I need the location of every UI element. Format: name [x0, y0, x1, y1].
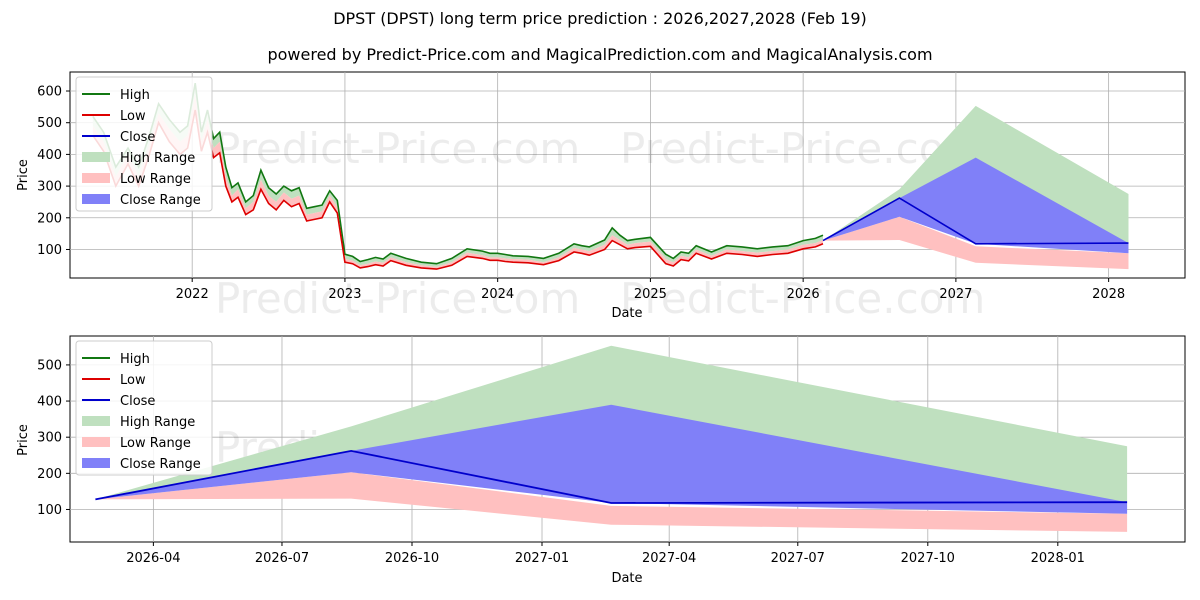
bottom-x-axis-label: Date	[611, 571, 642, 586]
top-panel: Predict-Price.com Predict-Price.com Pred…	[16, 71, 1186, 323]
forecast-close-line	[822, 197, 1129, 245]
forecast-low-range-area	[823, 216, 1129, 270]
legend-high-range-swatch	[82, 416, 110, 426]
top-legend: High Low Close High Range Low Range Close Ran…	[75, 76, 213, 212]
bottom-legend: High Low Close High Range Low Range Close Ran…	[75, 340, 213, 476]
x-tick-label: 2028	[1092, 287, 1125, 302]
x-tick-label: 2025	[634, 287, 667, 302]
watermark-text: Predict-Price.com	[620, 274, 985, 323]
x-tick-label: 2027-07	[771, 551, 825, 566]
x-tick-label: 2028-01	[1031, 551, 1085, 566]
legend-low-range-swatch	[82, 173, 110, 183]
watermark-text: Predict-Price.com	[215, 274, 580, 323]
x-tick-label: 2026-10	[385, 551, 439, 566]
legend-high-label: High	[120, 352, 150, 367]
top-x-ticks: 2022 2023 2024 2025 2026 2027 2028	[176, 278, 1125, 302]
top-plot-area	[92, 82, 1129, 270]
forecast-low-range-area	[95, 472, 1128, 532]
legend-low-label: Low	[120, 373, 146, 388]
legend-close-range-swatch	[82, 194, 110, 204]
chart-title: DPST (DPST) long term price prediction :…	[333, 9, 867, 28]
x-tick-label: 2027-04	[642, 551, 696, 566]
y-tick-label: 300	[37, 431, 62, 446]
y-tick-label: 200	[37, 211, 62, 226]
top-plot-frame	[69, 71, 1186, 279]
watermark-text: Predict-Price.com	[215, 124, 580, 173]
x-tick-label: 2027-10	[901, 551, 955, 566]
legend-high-range-label: High Range	[120, 151, 195, 166]
legend-low-range-label: Low Range	[120, 436, 191, 451]
forecast-close-line	[95, 449, 1128, 504]
bottom-plot-frame	[69, 335, 1186, 543]
y-tick-label: 600	[37, 85, 62, 100]
legend-close-range-label: Close Range	[120, 193, 201, 208]
y-tick-label: 300	[37, 180, 62, 195]
y-tick-label: 200	[37, 467, 62, 482]
bottom-x-ticks: 2026-04 2026-07 2026-10 2027-01 2027-04 2027-…	[126, 542, 1085, 566]
legend-close-range-swatch	[82, 458, 110, 468]
bottom-panel: Predict-Price.com Predict-Price.com 2026…	[16, 335, 1186, 586]
legend-high-range-swatch	[82, 152, 110, 162]
legend-high-label: High	[120, 88, 150, 103]
top-x-axis-label: Date	[611, 306, 642, 321]
bottom-y-axis-label: Price	[16, 424, 31, 456]
legend-close-range-label: Close Range	[120, 457, 201, 472]
bottom-y-ticks: 100 200 300 400 500	[37, 358, 70, 518]
legend-low-label: Low	[120, 109, 146, 124]
legend-low-range-label: Low Range	[120, 172, 191, 187]
top-y-ticks: 100 200 300 400 500 600	[37, 85, 70, 258]
y-tick-label: 100	[37, 243, 62, 258]
legend-low-range-swatch	[82, 437, 110, 447]
y-tick-label: 400	[37, 395, 62, 410]
y-tick-label: 500	[37, 358, 62, 373]
bottom-plot-area	[95, 345, 1128, 532]
x-tick-label: 2027	[939, 287, 972, 302]
legend-close-label: Close	[120, 394, 155, 409]
y-tick-label: 500	[37, 116, 62, 131]
forecast-close-range-area	[95, 404, 1128, 514]
forecast-close-range-area	[823, 157, 1129, 254]
legend-high-range-label: High Range	[120, 415, 195, 430]
top-y-axis-label: Price	[16, 159, 31, 191]
x-tick-label: 2027-01	[515, 551, 569, 566]
legend-close-label: Close	[120, 130, 155, 145]
x-tick-label: 2026	[787, 287, 820, 302]
y-tick-label: 400	[37, 148, 62, 163]
x-tick-label: 2026-07	[255, 551, 309, 566]
x-tick-label: 2023	[328, 287, 361, 302]
x-tick-label: 2022	[176, 287, 209, 302]
x-tick-label: 2024	[481, 287, 514, 302]
chart-subtitle: powered by Predict-Price.com and Magical…	[267, 45, 933, 64]
x-tick-label: 2026-04	[126, 551, 180, 566]
y-tick-label: 100	[37, 503, 62, 518]
